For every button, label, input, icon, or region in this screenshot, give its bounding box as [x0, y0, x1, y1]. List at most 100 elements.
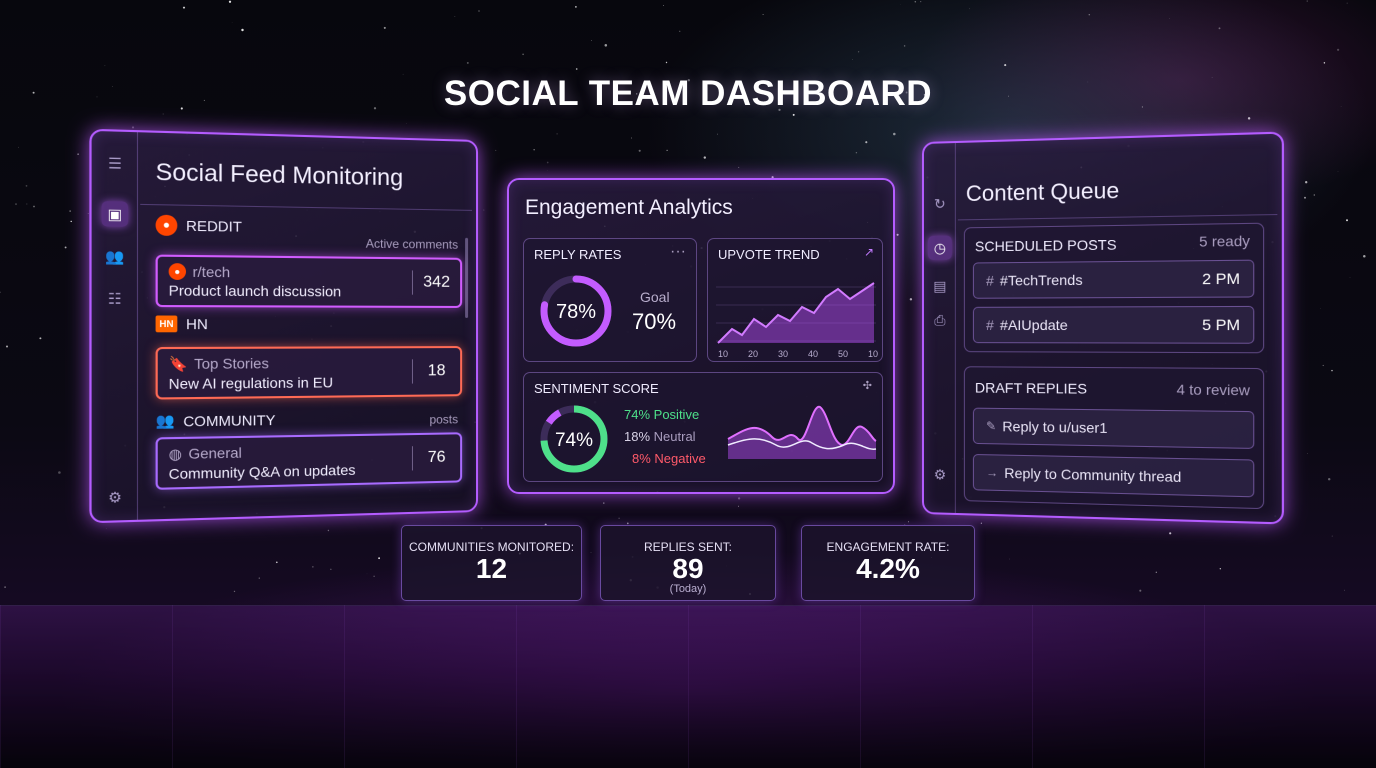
star: [1155, 571, 1157, 573]
card-text: Product launch discussion: [168, 281, 342, 300]
neutral-label: Neutral: [653, 429, 696, 444]
star: [969, 8, 970, 10]
card-source: r/tech: [192, 263, 231, 281]
kpi-value: 4.2%: [856, 553, 920, 584]
reddit-hint: Active comments: [365, 236, 459, 252]
star: [1331, 535, 1333, 537]
pencil-icon: ✎: [986, 418, 997, 434]
star: [738, 166, 740, 168]
star: [575, 6, 577, 8]
star: [1305, 181, 1308, 184]
sentiment-positive: 74% Positive: [624, 407, 699, 422]
users-icon[interactable]: 👥: [105, 247, 125, 265]
drafts-status: 4 to review: [1176, 381, 1250, 399]
sentiment-wave-chart: [727, 405, 877, 459]
card-text: Community Q&A on updates: [168, 461, 356, 482]
clock-icon[interactable]: ◷: [927, 235, 952, 260]
page-title: SOCIAL TEAM DASHBOARD: [443, 74, 933, 113]
settings-icon[interactable]: ⚙: [107, 488, 122, 506]
kpi-label: ENGAGEMENT RATE:: [826, 540, 950, 554]
card-source: General: [188, 444, 242, 462]
star: [383, 26, 386, 29]
neutral-pct: 18%: [624, 429, 651, 444]
goal-label: Goal: [640, 289, 670, 305]
star: [522, 53, 524, 56]
kpi-engagement-rate: ENGAGEMENT RATE: 4.2%: [801, 525, 975, 601]
star: [131, 126, 135, 129]
menu-icon[interactable]: ☰: [107, 154, 122, 172]
star: [852, 59, 853, 60]
feed-scrollbar[interactable]: [465, 237, 469, 318]
reply-rate-value: 78%: [556, 301, 596, 323]
card-count: 342: [411, 270, 461, 295]
star: [1307, 453, 1308, 455]
star: [231, 22, 233, 23]
star: [241, 28, 244, 32]
crosshair-icon[interactable]: ✣: [862, 380, 872, 392]
star: [920, 1, 922, 3]
more-icon[interactable]: ···: [670, 243, 686, 260]
star: [330, 568, 332, 570]
post-time: 2 PM: [1202, 269, 1241, 288]
community-hint: posts: [429, 412, 459, 427]
bookmark-icon: 🔖: [168, 354, 188, 372]
hn-icon: HN: [155, 315, 178, 333]
hashtag-icon: #: [986, 272, 994, 289]
star: [1004, 64, 1007, 67]
trend-tick-label: 50: [838, 349, 848, 359]
star: [4, 586, 6, 588]
star: [792, 113, 795, 116]
card-count: 18: [411, 359, 461, 384]
hn-feed-card[interactable]: 🔖 Top Stories New AI regulations in EU 18: [155, 346, 463, 400]
star: [18, 146, 19, 148]
star: [483, 209, 485, 211]
community-label: COMMUNITY: [183, 411, 276, 430]
star: [618, 517, 620, 519]
star: [533, 149, 535, 151]
inbox-icon[interactable]: ⎙: [934, 311, 946, 328]
reddit-feed-card[interactable]: ● r/tech Product launch discussion 342: [155, 254, 463, 308]
kpi-value: 12: [475, 553, 508, 584]
hn-section-header: HN HN: [155, 315, 208, 333]
reddit-icon: ●: [155, 214, 178, 236]
star: [855, 152, 858, 154]
document-icon[interactable]: ☷: [107, 289, 122, 307]
star: [663, 5, 664, 6]
kpi-label: COMMUNITIES MONITORED:: [408, 540, 575, 554]
star: [1304, 196, 1306, 199]
draft-reply-row[interactable]: ✎ Reply to u/user1: [972, 407, 1255, 449]
document-icon[interactable]: ▤: [933, 277, 947, 294]
upvote-trend-chart: 10 20 30 40 50 10: [716, 282, 878, 359]
card-count: 76: [411, 445, 461, 471]
star: [631, 137, 633, 139]
star: [909, 298, 913, 301]
sentiment-score-box: SENTIMENT SCORE ✣ 74% 74% Positive 18% N…: [523, 372, 883, 482]
star: [1088, 13, 1091, 16]
scheduled-post-row[interactable]: # #AIUpdate 5 PM: [972, 305, 1255, 344]
star: [556, 133, 558, 135]
star: [717, 133, 718, 135]
goal-value: 70%: [632, 309, 677, 334]
star: [546, 161, 549, 164]
star: [603, 502, 605, 504]
draft-text: Reply to u/user1: [1002, 418, 1108, 437]
scheduled-post-row[interactable]: # #TechTrends 2 PM: [972, 259, 1255, 299]
star: [1219, 568, 1221, 570]
community-feed-card[interactable]: ◍ General Community Q&A on updates 76: [155, 432, 463, 490]
trend-tick-label: 10: [868, 349, 878, 359]
upvote-trend-label: UPVOTE TREND: [718, 247, 820, 262]
star: [1306, 0, 1308, 2]
sentiment-value: 74%: [555, 430, 593, 451]
draft-text: Reply to Community thread: [1004, 464, 1182, 486]
queue-panel-title: Content Queue: [965, 177, 1120, 207]
settings-icon[interactable]: ⚙: [933, 465, 947, 483]
star: [64, 246, 67, 249]
star: [591, 39, 592, 41]
draft-reply-row[interactable]: → Reply to Community thread: [972, 453, 1255, 498]
star: [604, 44, 608, 47]
community-section-header: 👥 COMMUNITY: [156, 411, 276, 430]
kpi-replies-sent: REPLIES SENT: 89 (Today): [600, 525, 776, 601]
refresh-icon[interactable]: ↻: [934, 195, 946, 212]
feed-icon[interactable]: ▣: [101, 201, 129, 227]
star: [466, 61, 469, 64]
